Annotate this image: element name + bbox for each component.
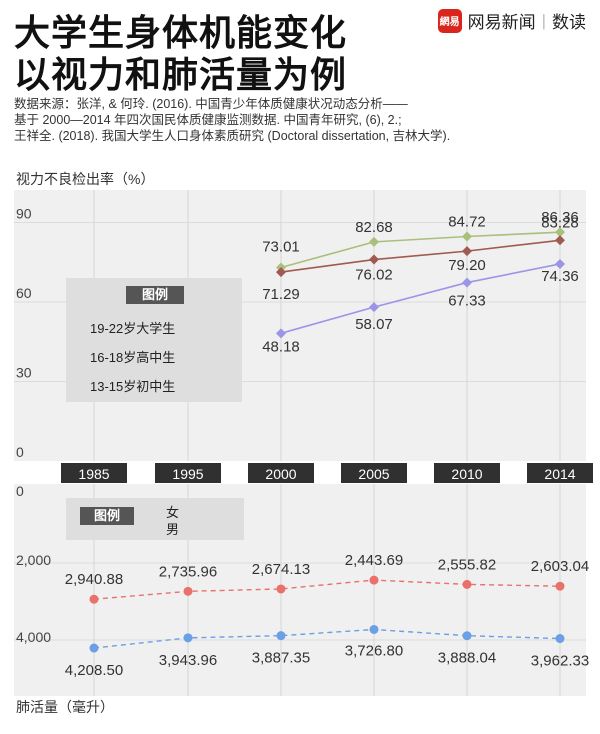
chart-title-line1: 大学生身体机能变化: [14, 13, 348, 54]
vision-data-label: 79.20: [448, 257, 486, 274]
year-label-bg: [434, 463, 500, 483]
vision-data-label: 82.68: [355, 219, 393, 236]
vision-data-point: [369, 302, 379, 313]
vision-data-point: [555, 258, 565, 269]
lung-data-point: [89, 643, 99, 653]
vision-y-tick: 90: [16, 206, 32, 222]
vision-legend-title: 图例: [126, 286, 184, 304]
vision-series-line: [280, 263, 561, 335]
lung-data-label: 4,208.50: [65, 662, 123, 679]
year-label-bg: [248, 463, 314, 483]
lung-data-point: [276, 584, 286, 594]
vision-data-point: [555, 227, 565, 238]
vision-data-label: 58.07: [355, 316, 393, 333]
year-label: 2014: [544, 466, 575, 482]
vision-y-tick: 60: [16, 285, 32, 301]
lung-data-label: 2,443.69: [345, 552, 403, 569]
year-label-bg: [61, 463, 127, 483]
source-line: 数据来源：张洋, & 何玲. (2016). 中国青少年体质健康状况动态分析——: [14, 97, 408, 111]
vision-data-point: [462, 231, 472, 242]
year-label: 1985: [78, 466, 109, 482]
lung-data-label: 2,674.13: [252, 561, 310, 578]
legend-label-female: 女: [166, 505, 180, 520]
lung-legend-title: 图例: [80, 507, 134, 525]
lung-y-tick: 0: [16, 483, 24, 499]
chart-title-line2: 以视力和肺活量为例: [14, 55, 348, 96]
lung-data-point: [369, 575, 379, 585]
vision-data-label: 84.72: [448, 213, 486, 230]
year-label-bg: [527, 463, 593, 483]
source-line: 基于 2000—2014 年四次国民体质健康监测数据. 中国青年研究, (6),…: [14, 113, 402, 127]
vision-data-label: 73.01: [262, 239, 300, 256]
lung-y-tick: 2,000: [16, 552, 51, 568]
lung-data-label: 2,603.04: [531, 558, 589, 575]
lung-data-point: [276, 631, 286, 641]
vision-data-point: [462, 277, 472, 288]
source-line: 王祥全. (2018). 我国大学生人口身体素质研究 (Doctoral dis…: [14, 129, 451, 143]
lung-y-axis-label: 肺活量（毫升）: [16, 699, 114, 715]
lung-data-label: 3,726.80: [345, 642, 403, 659]
brand: 網易 网易新闻 | 数读: [437, 8, 586, 33]
vision-data-point: [369, 254, 379, 265]
year-label: 2000: [265, 466, 296, 482]
vision-y-tick: 0: [16, 444, 24, 460]
lung-series-line: [93, 628, 561, 649]
vision-data-label: 48.18: [262, 338, 300, 355]
lung-data-point: [183, 633, 193, 643]
legend-label-male: 男: [166, 522, 180, 537]
vision-y-tick: 30: [16, 365, 32, 381]
vision-data-point: [555, 235, 565, 246]
legend-label-college: 19-22岁大学生: [90, 321, 176, 336]
data-source: 数据来源：张洋, & 何玲. (2016). 中国青少年体质健康状况动态分析——…: [14, 96, 450, 144]
year-label: 2010: [451, 466, 482, 482]
brand-separator: |: [541, 10, 546, 30]
vision-data-label: 86.36: [541, 209, 579, 226]
vision-data-label: 76.02: [355, 267, 393, 284]
vision-data-point: [369, 236, 379, 247]
lung-data-label: 2,940.88: [65, 571, 123, 588]
lung-data-label: 3,943.96: [159, 652, 217, 669]
lung-data-label: 3,888.04: [438, 650, 496, 667]
year-label-bg: [155, 463, 221, 483]
year-label: 2005: [358, 466, 389, 482]
vision-data-point: [276, 328, 286, 339]
lung-data-label: 3,887.35: [252, 650, 310, 667]
vision-data-label: 83.28: [541, 214, 579, 231]
vision-data-point: [276, 267, 286, 278]
brand-name: 网易新闻: [467, 13, 536, 32]
brand-sub: 数读: [552, 13, 586, 32]
legend-label-highschool: 16-18岁高中生: [90, 350, 176, 365]
lung-series-line: [93, 579, 561, 600]
vision-data-label: 71.29: [262, 286, 300, 303]
vision-series-line: [280, 239, 561, 273]
lung-data-point: [183, 586, 193, 596]
vision-data-point: [462, 246, 472, 257]
netease-logo-icon: 網易: [437, 8, 462, 33]
lung-data-point: [555, 634, 565, 644]
lung-data-label: 2,735.96: [159, 563, 217, 580]
vision-y-axis-label: 视力不良检出率（%）: [16, 171, 154, 187]
vision-data-label: 67.33: [448, 293, 486, 310]
lung-data-label: 2,555.82: [438, 556, 496, 573]
lung-y-tick: 4,000: [16, 629, 51, 645]
lung-data-point: [462, 631, 472, 641]
lung-data-point: [89, 594, 99, 604]
year-label-bg: [341, 463, 407, 483]
lung-data-point: [462, 579, 472, 589]
lung-data-point: [555, 581, 565, 591]
vision-series-line: [280, 231, 561, 269]
vision-data-label: 74.36: [541, 268, 579, 285]
year-label: 1995: [172, 466, 203, 482]
lung-data-point: [369, 624, 379, 634]
lung-data-label: 3,962.33: [531, 653, 589, 670]
legend-label-middleschool: 13-15岁初中生: [90, 379, 176, 394]
